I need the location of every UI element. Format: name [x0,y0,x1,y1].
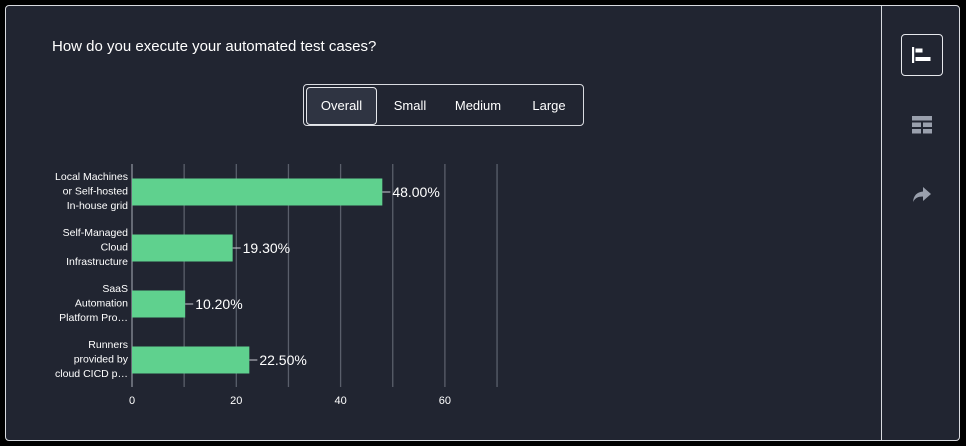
bar [132,234,233,262]
category-label: Infrastructure [66,256,128,268]
bar-chart: 0 20 40 60 48.00% Local Machines or Self-hoste… [55,164,498,407]
segment-medium[interactable]: Medium [454,98,502,113]
category-label: Platform Pro… [59,312,128,324]
category-label: SaaS [102,283,128,295]
segment-overall[interactable]: Overall [306,87,377,125]
side-toolbar [881,6,960,440]
share-icon [913,187,931,202]
category-label: cloud CICD p… [55,368,128,380]
data-label: 22.50% [259,352,306,368]
chart-title: How do you execute your automated test c… [52,38,377,55]
x-tick-label: 60 [439,395,451,407]
x-tick-label: 0 [129,395,135,407]
category-label: In-house grid [67,200,128,212]
bar [132,178,383,206]
table-icon [912,116,932,134]
share-button[interactable] [901,174,943,216]
category-label: Local Machines [55,171,128,183]
chart-panel: How do you execute your automated test c… [6,6,881,440]
data-label: 19.30% [243,240,290,256]
x-tick-label: 20 [230,395,242,407]
category-label: Runners [88,339,128,351]
data-label: 48.00% [392,184,439,200]
category-label: provided by [74,354,129,366]
table-view-button[interactable] [901,104,943,146]
category-label: Cloud [101,242,129,254]
chart-card: How do you execute your automated test c… [5,5,960,441]
bar [132,290,186,318]
data-label: 10.20% [195,296,242,312]
x-tick-label: 40 [334,395,346,407]
category-label: Self-Managed [63,227,129,239]
segment-filter: Overall Small Medium Large [303,84,584,126]
segment-large[interactable]: Large [532,98,566,113]
category-label: or Self-hosted [63,186,129,198]
bar [132,346,250,374]
bar-chart-view-button[interactable] [901,34,943,76]
segment-small[interactable]: Small [393,98,427,113]
category-label: Automation [75,298,128,310]
bar-chart-icon [912,47,931,63]
